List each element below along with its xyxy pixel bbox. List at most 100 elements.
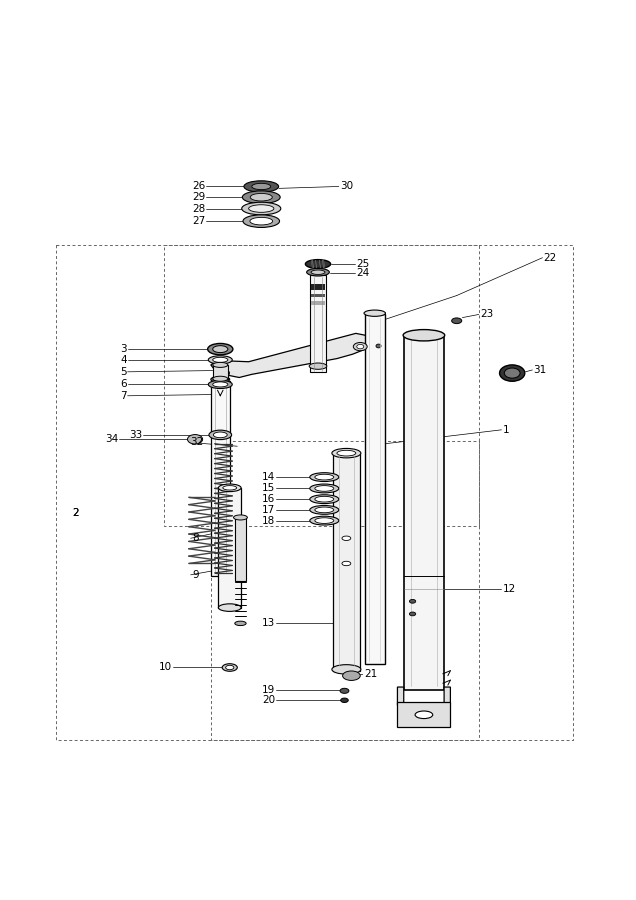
Text: 18: 18: [262, 516, 275, 526]
Ellipse shape: [342, 536, 351, 541]
Text: 10: 10: [158, 662, 172, 672]
Bar: [398, 702, 450, 727]
Ellipse shape: [452, 318, 462, 324]
Text: 31: 31: [534, 364, 547, 375]
Text: 5: 5: [120, 367, 127, 377]
Bar: [311, 284, 325, 290]
Ellipse shape: [208, 344, 233, 355]
Text: 2: 2: [72, 508, 79, 518]
Text: 23: 23: [480, 310, 494, 320]
Ellipse shape: [310, 472, 339, 482]
Ellipse shape: [235, 621, 246, 626]
Text: 27: 27: [193, 216, 206, 226]
Text: 24: 24: [356, 268, 369, 278]
Ellipse shape: [243, 215, 280, 228]
Ellipse shape: [250, 218, 273, 225]
Ellipse shape: [212, 346, 228, 353]
Ellipse shape: [340, 688, 349, 693]
Ellipse shape: [209, 430, 232, 439]
Text: 30: 30: [340, 182, 353, 192]
Text: 3: 3: [120, 344, 127, 354]
Ellipse shape: [310, 506, 339, 514]
Ellipse shape: [337, 450, 356, 456]
Text: 33: 33: [130, 430, 142, 440]
Ellipse shape: [218, 484, 241, 491]
Ellipse shape: [305, 259, 331, 268]
Ellipse shape: [188, 435, 203, 444]
Text: 17: 17: [262, 505, 275, 515]
Text: 15: 15: [262, 483, 275, 493]
Ellipse shape: [242, 191, 280, 203]
Ellipse shape: [212, 357, 228, 363]
Text: 1: 1: [502, 425, 509, 435]
Polygon shape: [211, 333, 368, 377]
Text: 9: 9: [192, 570, 198, 580]
Ellipse shape: [343, 671, 360, 680]
Text: 13: 13: [262, 618, 275, 628]
Ellipse shape: [310, 484, 339, 493]
Ellipse shape: [223, 486, 237, 490]
Text: 8: 8: [192, 534, 198, 544]
Polygon shape: [398, 687, 404, 706]
Bar: [404, 337, 444, 689]
Ellipse shape: [315, 474, 334, 480]
Text: 16: 16: [262, 494, 275, 504]
Text: 29: 29: [193, 193, 206, 202]
Ellipse shape: [499, 364, 525, 382]
Bar: [212, 364, 228, 379]
Text: 28: 28: [193, 203, 206, 213]
Text: 12: 12: [502, 584, 516, 594]
Bar: [235, 518, 246, 580]
Text: 2: 2: [72, 508, 79, 518]
Ellipse shape: [252, 184, 271, 190]
Bar: [310, 274, 326, 373]
Text: 34: 34: [105, 435, 118, 445]
Ellipse shape: [249, 205, 274, 212]
Ellipse shape: [242, 202, 281, 215]
Ellipse shape: [315, 496, 334, 502]
Ellipse shape: [504, 368, 520, 378]
Ellipse shape: [410, 599, 416, 603]
Text: 21: 21: [364, 670, 377, 680]
Ellipse shape: [415, 711, 432, 718]
Text: 4: 4: [120, 355, 127, 365]
Ellipse shape: [211, 376, 230, 382]
Bar: [333, 454, 360, 670]
Text: 20: 20: [262, 696, 275, 706]
Ellipse shape: [315, 507, 334, 513]
Ellipse shape: [212, 363, 228, 367]
Ellipse shape: [410, 612, 416, 616]
Ellipse shape: [403, 329, 445, 341]
Text: 32: 32: [191, 437, 204, 447]
Polygon shape: [444, 687, 450, 706]
Ellipse shape: [226, 665, 234, 670]
Text: 7: 7: [120, 391, 127, 401]
Ellipse shape: [310, 495, 339, 504]
Text: 6: 6: [120, 380, 127, 390]
Ellipse shape: [212, 376, 228, 382]
Text: 26: 26: [193, 182, 206, 192]
Ellipse shape: [341, 698, 349, 703]
Ellipse shape: [342, 562, 351, 566]
Text: 14: 14: [262, 472, 275, 482]
Bar: [311, 302, 325, 305]
Ellipse shape: [332, 448, 361, 458]
Ellipse shape: [218, 604, 241, 611]
Bar: [311, 293, 325, 297]
Bar: [364, 314, 385, 664]
Ellipse shape: [311, 270, 325, 274]
Ellipse shape: [364, 310, 385, 316]
Ellipse shape: [233, 515, 247, 520]
Ellipse shape: [315, 486, 334, 491]
Ellipse shape: [309, 363, 327, 369]
Text: 25: 25: [356, 259, 369, 269]
Ellipse shape: [209, 356, 232, 364]
Ellipse shape: [218, 371, 226, 375]
Ellipse shape: [250, 194, 272, 201]
Ellipse shape: [310, 517, 339, 525]
Ellipse shape: [212, 382, 228, 387]
Text: 19: 19: [262, 685, 275, 695]
Ellipse shape: [332, 665, 361, 674]
Bar: [211, 381, 230, 576]
Ellipse shape: [354, 343, 367, 351]
